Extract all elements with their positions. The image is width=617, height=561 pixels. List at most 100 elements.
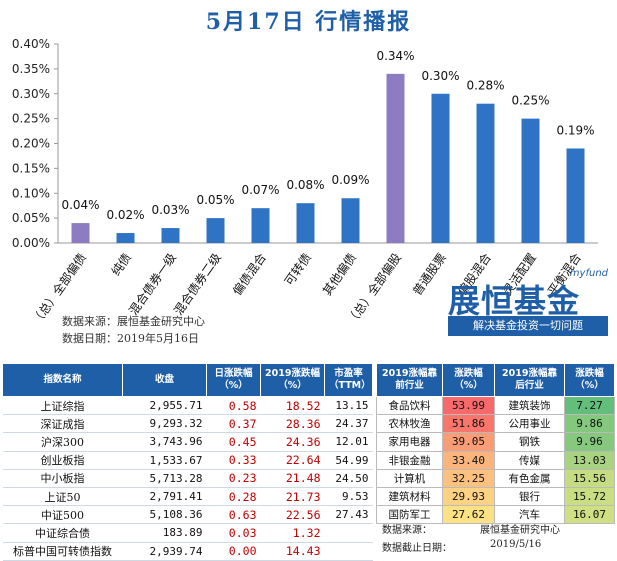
index-name: 沪深300 <box>2 432 123 452</box>
footer-date-value: 2019/5/16 <box>490 539 542 550</box>
bottom-industry-change: 16.07 <box>564 505 615 525</box>
ytd-change: 22.56 <box>260 505 325 525</box>
bar <box>431 93 450 243</box>
index-name: 中证500 <box>2 505 123 525</box>
column-header: 2019涨幅靠前行业 <box>376 363 443 397</box>
top-industry-change: 51.86 <box>442 414 495 434</box>
footer-source-value: 展恒基金研究中心 <box>480 525 560 536</box>
bottom-industry-change: 15.56 <box>564 468 615 488</box>
top-industry: 建筑材料 <box>376 486 443 507</box>
top-industry-change: 29.93 <box>442 486 495 507</box>
close-value: 9,293.32 <box>122 414 207 434</box>
ytd-change: 21.48 <box>260 469 325 488</box>
chart-date-note: 数据日期：2019年5月16日 <box>62 332 199 345</box>
daily-change: 0.63 <box>206 505 261 525</box>
page-title: 5月17日 行情播报 <box>205 9 412 35</box>
table-row: 国防军工 27.62 汽车 16.07 <box>376 505 615 525</box>
y-tick-label: 0.30% <box>12 87 50 101</box>
y-tick-label: 0.25% <box>12 112 50 126</box>
data-label: 0.03% <box>151 203 189 217</box>
table-row: 深证成指 9,293.32 0.37 28.36 24.37 <box>2 414 373 434</box>
column-header: 2019涨幅靠后行业 <box>494 363 565 397</box>
daily-change: 0.58 <box>206 396 261 416</box>
column-header: 日涨跌幅（%） <box>206 363 261 397</box>
top-industry: 家用电器 <box>376 432 443 452</box>
y-tick-label: 0.10% <box>12 186 50 200</box>
ytd-change: 24.36 <box>260 432 325 452</box>
table-row: 创业板指 1,533.67 0.33 22.64 54.99 <box>2 451 373 470</box>
column-header: 市盈率（TTM） <box>324 363 373 397</box>
bottom-industry: 传媒 <box>494 450 565 470</box>
close-value: 183.89 <box>122 523 207 543</box>
pe-ttm: 54.99 <box>324 451 373 470</box>
table-row: 建筑材料 29.93 银行 15.72 <box>376 486 615 507</box>
pe-ttm <box>324 523 373 543</box>
brand-tag: myfund <box>569 268 608 279</box>
close-value: 5,108.36 <box>122 505 207 525</box>
close-value: 2,955.71 <box>122 396 207 416</box>
close-value: 2,791.41 <box>122 487 207 507</box>
column-header: 涨跌幅（%） <box>442 363 495 397</box>
data-label: 0.08% <box>286 178 324 192</box>
pe-ttm: 12.01 <box>324 432 373 452</box>
ytd-change: 14.43 <box>260 542 325 561</box>
pe-ttm: 13.15 <box>324 396 373 416</box>
y-tick-label: 0.05% <box>12 211 50 225</box>
close-value: 3,743.96 <box>122 432 207 452</box>
data-label: 0.25% <box>511 94 549 108</box>
bottom-industry: 有色金属 <box>494 468 565 488</box>
close-value: 1,533.67 <box>122 451 207 470</box>
bar <box>341 198 360 243</box>
index-name: 中小板指 <box>2 469 123 488</box>
table-row: 标普中国可转债指数 2,939.74 0.00 14.43 <box>2 542 373 561</box>
top-industry: 计算机 <box>376 468 443 488</box>
table-row: 中证500 5,108.36 0.63 22.56 27.43 <box>2 505 373 525</box>
daily-change: 0.00 <box>206 542 261 561</box>
bottom-industry-change: 15.72 <box>564 486 615 507</box>
column-header: 2019涨跌幅（%） <box>260 363 325 397</box>
column-header: 指数名称 <box>2 363 123 397</box>
top-industry: 农林牧渔 <box>376 414 443 434</box>
daily-change: 0.28 <box>206 487 261 507</box>
y-tick-label: 0.15% <box>12 161 50 175</box>
x-tick-label: 混合债券一级 <box>125 250 179 318</box>
x-tick-label: 纯债 <box>109 251 134 279</box>
bottom-industry-change: 13.03 <box>564 450 615 470</box>
bottom-industry: 公用事业 <box>494 414 565 434</box>
x-tick-label: 混合债券二级 <box>170 250 224 318</box>
top-industry: 食品饮料 <box>376 395 443 416</box>
bottom-industry: 银行 <box>494 486 565 507</box>
bottom-industry-change: 9.86 <box>564 414 615 434</box>
footer-date-label: 数据截止日期： <box>382 543 452 554</box>
table-row: 中证综合债 183.89 0.03 1.32 <box>2 523 373 543</box>
y-tick-label: 0.00% <box>12 236 50 250</box>
y-tick-label: 0.40% <box>12 37 50 51</box>
index-name: 创业板指 <box>2 451 123 470</box>
pe-ttm: 27.43 <box>324 505 373 525</box>
x-tick-label: 偏债混合 <box>229 250 269 298</box>
bottom-industry: 汽车 <box>494 505 565 525</box>
ytd-change: 1.32 <box>260 523 325 543</box>
table-row: 食品饮料 53.99 建筑装饰 7.27 <box>376 395 615 416</box>
index-table: 指数名称 收盘 日涨跌幅（%） 2019涨跌幅（%） 市盈率（TTM） 上证综指 2,95… <box>2 363 373 561</box>
index-name: 中证综合债 <box>2 523 123 543</box>
bottom-industry: 建筑装饰 <box>494 395 565 416</box>
daily-change: 0.03 <box>206 523 261 543</box>
ytd-change: 21.73 <box>260 487 325 507</box>
brand-name: 展恒基金 <box>448 282 581 320</box>
bar <box>71 223 90 243</box>
daily-change: 0.33 <box>206 451 261 470</box>
table-row: 农林牧渔 51.86 公用事业 9.86 <box>376 414 615 434</box>
x-tick-label: 其他偏债 <box>319 250 359 298</box>
top-industry-change: 39.05 <box>442 432 495 452</box>
ytd-change: 18.52 <box>260 396 325 416</box>
bar <box>206 218 225 243</box>
table-row: 非银金融 33.40 传媒 13.03 <box>376 450 615 470</box>
x-tick-label: 可转债 <box>281 250 314 288</box>
data-label: 0.05% <box>196 193 234 207</box>
column-header: 涨跌幅（%） <box>564 363 615 397</box>
index-name: 上证综指 <box>2 396 123 416</box>
y-tick-label: 0.35% <box>12 62 50 76</box>
close-value: 2,939.74 <box>122 542 207 561</box>
table-row: 上证综指 2,955.71 0.58 18.52 13.15 <box>2 396 373 416</box>
